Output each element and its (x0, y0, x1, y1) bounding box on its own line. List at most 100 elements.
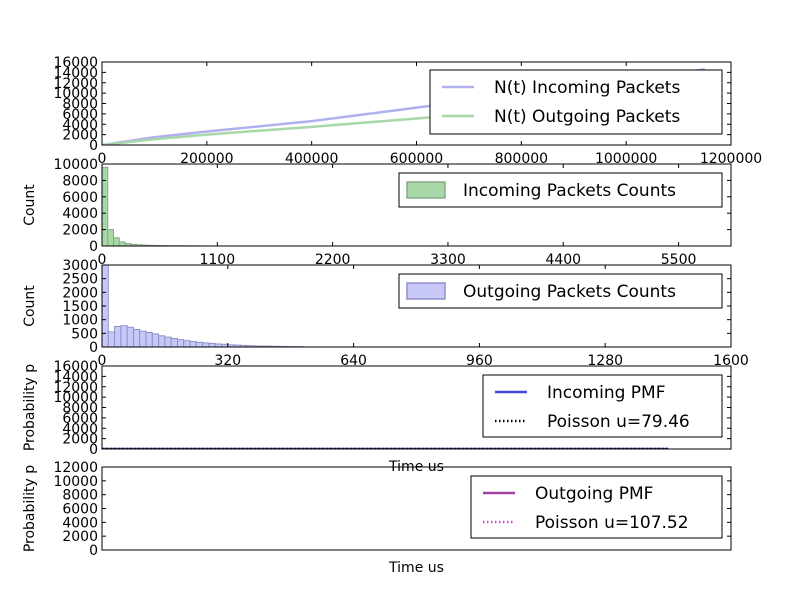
y-tick-label: 10000 (53, 390, 98, 406)
y-tick-label: 2000 (62, 529, 98, 545)
legend-box (470, 475, 723, 539)
legend: Outgoing PMF Poisson u=107.52 (470, 475, 723, 539)
x-tick-label: 960 (466, 353, 493, 369)
plot-area (102, 166, 207, 246)
x-tick-label: 320 (214, 353, 241, 369)
legend-label: Outgoing PMF (535, 484, 653, 504)
x-tick-label: 2200 (315, 252, 351, 268)
legend-label: Incoming Packets Counts (463, 181, 676, 201)
x-tick-label: 800000 (495, 151, 548, 167)
y-tick-label: 6000 (62, 502, 98, 518)
y-axis-label: Probability p (22, 364, 38, 451)
x-tick-label: 400000 (285, 151, 338, 167)
y-tick-label: 10000 (53, 86, 98, 102)
legend-label: N(t) Outgoing Packets (494, 107, 680, 127)
x-tick-label: 0 (98, 353, 107, 369)
histogram-bar (164, 336, 172, 347)
legend-swatch (406, 282, 446, 300)
y-tick-label: 500 (71, 326, 98, 342)
y-tick-label: 3000 (62, 258, 98, 274)
legend-box (482, 374, 723, 438)
legend-box (429, 69, 723, 135)
x-tick-label: 200000 (180, 151, 233, 167)
histogram-bar (132, 329, 141, 347)
legend-label: Poisson u=107.52 (535, 513, 689, 533)
histogram-bar (208, 342, 216, 347)
y-tick-label: 12000 (53, 460, 98, 476)
legend-label: N(t) Incoming Packets (494, 78, 680, 98)
y-tick-label: 1500 (62, 299, 98, 315)
histogram-bar (176, 339, 185, 347)
histogram-bar (102, 166, 109, 246)
histogram-bar (189, 341, 197, 347)
legend-box (398, 273, 723, 309)
y-tick-label: 4000 (62, 421, 98, 437)
legend-label: Outgoing Packets Counts (463, 282, 676, 302)
panel-4: 0200040006000800010000120001400016000Pro… (22, 359, 732, 475)
y-tick-label: 0 (89, 340, 98, 356)
legend: N(t) Incoming Packets N(t) Outgoing Packe… (429, 69, 723, 135)
y-tick-label: 6000 (62, 411, 98, 427)
histogram-bar (114, 326, 122, 347)
x-tick-label: 0 (98, 151, 107, 167)
histogram-bar (126, 326, 134, 347)
y-tick-label: 8000 (62, 173, 98, 189)
y-tick-label: 6000 (62, 190, 98, 206)
y-tick-label: 8000 (62, 401, 98, 417)
x-tick-label: 1100 (199, 252, 235, 268)
y-tick-label: 4000 (62, 117, 98, 133)
y-tick-label: 10000 (53, 157, 98, 173)
histogram-bar (107, 229, 115, 246)
y-tick-label: 0 (89, 543, 98, 559)
histogram-bar (151, 333, 160, 347)
legend: Incoming Packets Counts (398, 172, 723, 208)
x-tick-label: 1000000 (595, 151, 657, 167)
x-tick-label: 1200000 (700, 151, 762, 167)
y-axis-label: Probability p (22, 465, 38, 552)
x-tick-label: 0 (98, 252, 107, 268)
histogram-bar (118, 241, 126, 246)
y-tick-label: 0 (89, 138, 98, 154)
y-tick-label: 2000 (62, 432, 98, 448)
legend: Incoming PMF Poisson u=79.46 (482, 374, 723, 438)
y-tick-label: 1000 (62, 313, 98, 329)
histogram-bar (139, 330, 147, 347)
y-tick-label: 4000 (62, 206, 98, 222)
y-tick-label: 16000 (53, 359, 98, 375)
legend-box (398, 172, 723, 208)
histogram-bar (113, 237, 120, 246)
histogram-bar (195, 341, 204, 347)
legend-swatch (406, 181, 446, 199)
series-line-2 (102, 113, 470, 145)
y-tick-label: 12000 (53, 380, 98, 396)
y-tick-label: 8000 (62, 97, 98, 113)
x-tick-label: 600000 (390, 151, 443, 167)
y-tick-label: 2000 (62, 128, 98, 144)
y-tick-label: 4000 (62, 515, 98, 531)
histogram-bar (183, 340, 191, 347)
plot-area (102, 265, 304, 347)
y-tick-label: 12000 (53, 76, 98, 92)
y-tick-label: 0 (89, 239, 98, 255)
axes-frame (101, 163, 732, 247)
x-tick-label: 3300 (430, 252, 466, 268)
legend: Outgoing Packets Counts (398, 273, 723, 309)
histogram-bar (170, 338, 178, 347)
histogram-bar (202, 342, 210, 347)
y-axis-label: Count (22, 184, 38, 226)
y-tick-label: 6000 (62, 107, 98, 123)
x-tick-label: 640 (340, 353, 367, 369)
y-tick-label: 14000 (53, 369, 98, 385)
histogram-bar (158, 335, 166, 347)
y-tick-label: 10000 (53, 474, 98, 490)
y-tick-label: 2000 (62, 223, 98, 239)
legend-label: Incoming PMF (547, 383, 666, 403)
histogram-bar (145, 332, 153, 347)
x-axis-label: Time us (388, 560, 444, 576)
y-tick-label: 14000 (53, 65, 98, 81)
x-tick-label: 1280 (587, 353, 623, 369)
